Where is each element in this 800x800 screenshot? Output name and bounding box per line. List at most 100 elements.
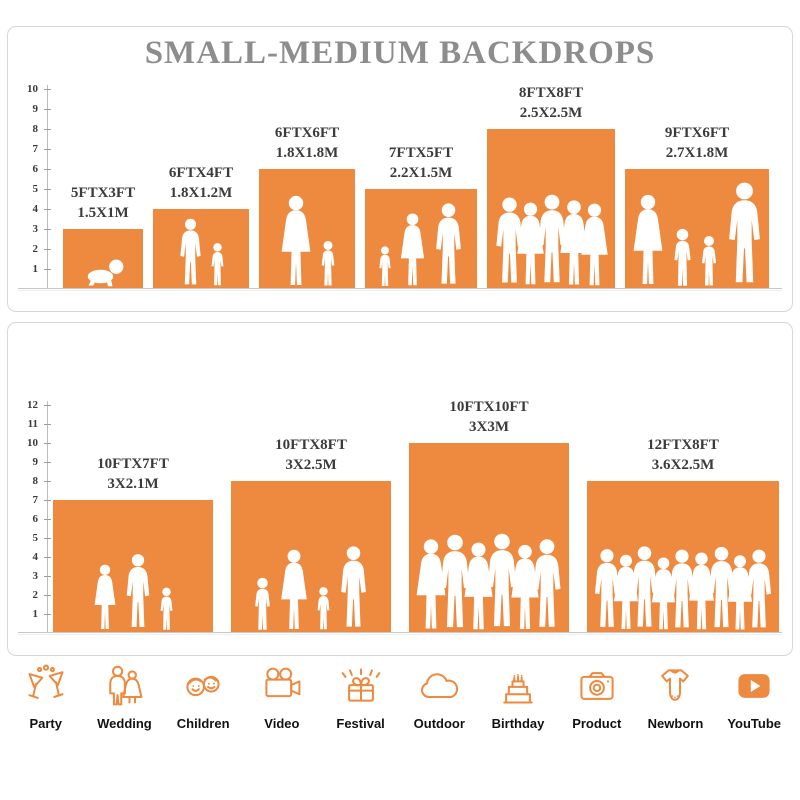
backdrop-bar bbox=[259, 169, 355, 289]
backdrop-bar bbox=[625, 169, 769, 289]
axis-tick-label: 1 bbox=[32, 608, 39, 620]
baseline bbox=[18, 632, 782, 633]
axis-tick bbox=[44, 576, 51, 577]
size-ft: 10FTX8FT bbox=[275, 437, 347, 453]
backdrop-bar bbox=[63, 229, 143, 289]
backdrop-bar bbox=[231, 481, 391, 633]
size-m: 1.8X1.2M bbox=[169, 184, 233, 201]
axis-tick-label: 3 bbox=[32, 570, 39, 582]
category-row: Party Wedding Children Video Festival Outdoor… bbox=[0, 664, 800, 731]
backdrop-item: 10FTX7FT 3X2.1M bbox=[53, 455, 213, 633]
axis-tick-label: 3 bbox=[32, 223, 39, 235]
small-medium-panel: SMALL-MEDIUM BACKDROPS 1 2 3 4 5 6 7 8 9 10 5FTX3F… bbox=[7, 26, 793, 312]
person-silhouette bbox=[278, 193, 314, 287]
person-silhouette bbox=[724, 179, 765, 287]
backdrop-bar bbox=[587, 481, 779, 633]
backdrop-size-label: 5FTX3FT 1.5X1M bbox=[71, 184, 135, 223]
person-silhouette bbox=[123, 551, 153, 631]
backdrop-bar bbox=[365, 189, 477, 289]
size-m: 1.5X1M bbox=[77, 204, 129, 221]
axis-tick-label: 9 bbox=[32, 456, 39, 468]
axis-tick bbox=[44, 229, 51, 230]
axis-tick-label: 6 bbox=[32, 513, 39, 525]
bar-row: 5FTX3FT 1.5X1M 6FTX4FT 1.8X1.2M 6FTX6FT 1.8X1… bbox=[50, 75, 782, 289]
category-party: Party bbox=[9, 664, 83, 731]
axis: 1 2 3 4 5 6 7 8 9 10 bbox=[18, 83, 51, 289]
axis-tick-label: 2 bbox=[32, 589, 39, 601]
axis-tick-label: 7 bbox=[32, 143, 39, 155]
axis-tick bbox=[44, 481, 51, 482]
axis-tick bbox=[44, 557, 51, 558]
size-m: 2.5X2.5M bbox=[519, 104, 583, 121]
size-ft: 6FTX6FT bbox=[274, 125, 340, 141]
axis-tick-label: 8 bbox=[32, 475, 39, 487]
axis-tick-label: 10 bbox=[27, 83, 38, 95]
backdrop-item: 10FTX10FT 3X3M bbox=[409, 398, 569, 633]
person-silhouette bbox=[177, 217, 204, 287]
backdrop-size-label: 6FTX4FT 1.8X1.2M bbox=[169, 164, 233, 203]
category-birthday: Birthday bbox=[481, 664, 555, 731]
axis-tick bbox=[44, 424, 51, 425]
person-silhouette bbox=[278, 547, 310, 631]
axis-line bbox=[47, 401, 48, 633]
category-newborn: Newborn bbox=[638, 664, 712, 731]
category-label: Outdoor bbox=[413, 716, 465, 731]
person-silhouette bbox=[377, 245, 393, 287]
axis-tick bbox=[44, 595, 51, 596]
person-silhouette bbox=[432, 201, 465, 287]
axis-tick bbox=[44, 89, 51, 90]
size-m: 3X2.1M bbox=[107, 475, 159, 492]
axis-tick-label: 12 bbox=[27, 399, 38, 411]
backdrop-item: 12FTX8FT 3.6X2.5M bbox=[587, 436, 779, 633]
axis-tick-label: 9 bbox=[32, 103, 39, 115]
category-children: Children bbox=[166, 664, 240, 731]
size-m: 2.7X1.8M bbox=[665, 144, 729, 161]
size-ft: 7FTX5FT bbox=[388, 145, 454, 161]
person-silhouette bbox=[743, 547, 775, 631]
person-silhouette bbox=[630, 191, 666, 287]
person-silhouette bbox=[578, 201, 611, 287]
category-outdoor: Outdoor bbox=[402, 664, 476, 731]
backdrop-bar bbox=[153, 209, 249, 289]
birthday-icon bbox=[496, 664, 540, 708]
axis-tick-label: 2 bbox=[32, 243, 39, 255]
axis-tick bbox=[44, 462, 51, 463]
size-m: 1.8X1.8M bbox=[275, 144, 339, 161]
person-silhouette bbox=[398, 211, 427, 287]
large-panel: 1 2 3 4 5 6 7 8 9 10 11 12 10FTX7FT 3X2.1M 10FTX8FT 3X2… bbox=[7, 322, 793, 656]
person-silhouette bbox=[319, 239, 337, 287]
person-silhouette bbox=[315, 585, 332, 631]
axis-tick-label: 4 bbox=[32, 203, 39, 215]
category-label: Birthday bbox=[491, 716, 545, 731]
page-title: SMALL-MEDIUM BACKDROPS bbox=[144, 35, 656, 71]
axis-line bbox=[47, 85, 48, 289]
category-label: Festival bbox=[336, 716, 385, 731]
backdrop-item: 6FTX6FT 1.8X1.8M bbox=[259, 124, 355, 289]
axis-tick-label: 5 bbox=[32, 183, 39, 195]
axis-tick-label: 11 bbox=[27, 418, 38, 430]
category-festival: Festival bbox=[324, 664, 398, 731]
category-label: Wedding bbox=[97, 716, 152, 731]
person-silhouette bbox=[209, 241, 226, 287]
backdrop-size-label: 10FTX10FT 3X3M bbox=[449, 398, 528, 437]
baseline bbox=[18, 288, 782, 289]
size-ft: 6FTX4FT bbox=[168, 165, 234, 181]
category-label: Product bbox=[572, 716, 622, 731]
axis-tick-label: 10 bbox=[27, 437, 38, 449]
backdrop-item: 8FTX8FT 2.5X2.5M bbox=[487, 84, 615, 289]
outdoor-icon bbox=[417, 664, 461, 708]
axis-tick-label: 8 bbox=[32, 123, 39, 135]
axis-tick bbox=[44, 614, 51, 615]
size-ft: 8FTX8FT bbox=[518, 85, 584, 101]
size-m: 2.2X1.5M bbox=[389, 164, 453, 181]
person-silhouette bbox=[158, 586, 175, 631]
person-silhouette bbox=[252, 576, 273, 631]
axis-tick bbox=[44, 500, 51, 501]
backdrop-size-label: 7FTX5FT 2.2X1.5M bbox=[389, 144, 453, 183]
person-silhouette bbox=[337, 543, 370, 631]
axis-tick bbox=[44, 209, 51, 210]
axis-tick bbox=[44, 129, 51, 130]
festival-icon bbox=[339, 664, 383, 708]
category-label: Party bbox=[29, 716, 62, 731]
